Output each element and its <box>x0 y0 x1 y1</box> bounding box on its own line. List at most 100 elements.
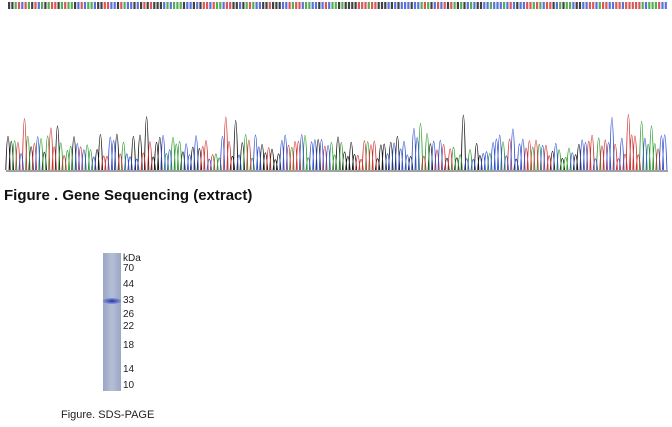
base-tick <box>443 2 446 9</box>
base-tick <box>159 2 162 9</box>
base-tick <box>539 2 542 9</box>
base-tick <box>631 2 634 9</box>
base-tick <box>245 2 248 9</box>
base-tick <box>103 2 106 9</box>
base-tick <box>384 2 387 9</box>
base-tick <box>136 2 139 9</box>
base-tick <box>374 2 377 9</box>
base-tick <box>512 2 516 9</box>
base-tick <box>77 2 80 9</box>
base-tick <box>506 2 509 9</box>
base-tick <box>394 2 397 9</box>
base-tick <box>496 2 499 9</box>
base-tick <box>598 2 601 9</box>
base-tick <box>14 2 17 9</box>
base-tick <box>308 2 311 9</box>
base-tick <box>140 2 143 9</box>
base-tick <box>371 2 374 9</box>
base-tick <box>298 2 301 9</box>
base-tick <box>529 2 532 9</box>
base-tick <box>37 2 40 9</box>
marker-label: 44 <box>123 279 135 290</box>
base-tick <box>486 2 489 9</box>
base-tick <box>83 2 87 9</box>
base-tick <box>272 2 275 9</box>
base-tick <box>120 2 123 9</box>
figure-caption: Figure. SDS-PAGE <box>61 409 154 421</box>
base-tick <box>628 2 631 9</box>
base-tick <box>377 2 380 9</box>
base-tick <box>588 2 591 9</box>
base-tick <box>400 2 403 9</box>
base-tick <box>70 2 73 9</box>
trace <box>5 114 582 171</box>
base-tick <box>252 2 255 9</box>
base-tick <box>572 2 575 9</box>
base-tick <box>380 2 384 9</box>
base-tick <box>575 2 578 9</box>
base-tick <box>651 2 654 9</box>
base-tick <box>196 2 199 9</box>
base-tick <box>641 2 644 9</box>
gel-lane <box>103 253 121 391</box>
base-tick <box>545 2 549 9</box>
base-tick <box>664 2 667 9</box>
trace <box>11 120 658 171</box>
base-tick <box>262 2 265 9</box>
base-tick <box>331 2 334 9</box>
base-tick <box>242 2 245 9</box>
base-tick <box>635 2 638 9</box>
base-tick <box>173 2 176 9</box>
base-tick <box>526 2 529 9</box>
base-tick <box>285 2 288 9</box>
base-tick <box>562 2 565 9</box>
base-tick <box>615 2 618 9</box>
base-tick <box>202 2 205 9</box>
base-tick <box>397 2 400 9</box>
base-tick <box>87 2 90 9</box>
base-tick <box>357 2 360 9</box>
base-tick <box>602 2 605 9</box>
base-tick <box>64 2 67 9</box>
base-tick <box>463 2 466 9</box>
base-tick <box>80 2 83 9</box>
base-tick <box>166 2 169 9</box>
base-tick <box>536 2 539 9</box>
base-tick <box>555 2 558 9</box>
base-tick <box>582 2 585 9</box>
base-tick <box>440 2 443 9</box>
base-tick <box>390 2 393 9</box>
sequence-strip <box>8 2 667 9</box>
base-tick <box>130 2 133 9</box>
base-tick <box>489 2 492 9</box>
base-tick <box>542 2 545 9</box>
base-tick <box>559 2 562 9</box>
base-tick <box>24 2 27 9</box>
base-tick <box>156 2 159 9</box>
base-tick <box>239 2 242 9</box>
base-tick <box>532 2 535 9</box>
gel-band <box>103 298 121 304</box>
base-tick <box>74 2 77 9</box>
base-tick <box>638 2 641 9</box>
base-tick <box>110 2 113 9</box>
base-tick <box>585 2 588 9</box>
base-tick <box>565 2 568 9</box>
base-tick <box>222 2 225 9</box>
base-tick <box>648 2 651 9</box>
base-tick <box>423 2 426 9</box>
base-tick <box>113 2 116 9</box>
base-tick <box>354 2 357 9</box>
base-tick <box>179 2 182 9</box>
base-tick <box>34 2 37 9</box>
base-tick <box>661 2 664 9</box>
base-tick <box>470 2 473 9</box>
base-tick <box>324 2 327 9</box>
base-tick <box>433 2 436 9</box>
base-tick <box>453 2 456 9</box>
base-tick <box>291 2 294 9</box>
base-tick <box>182 2 186 9</box>
base-tick <box>229 2 232 9</box>
base-tick <box>258 2 261 9</box>
base-tick <box>479 2 483 9</box>
